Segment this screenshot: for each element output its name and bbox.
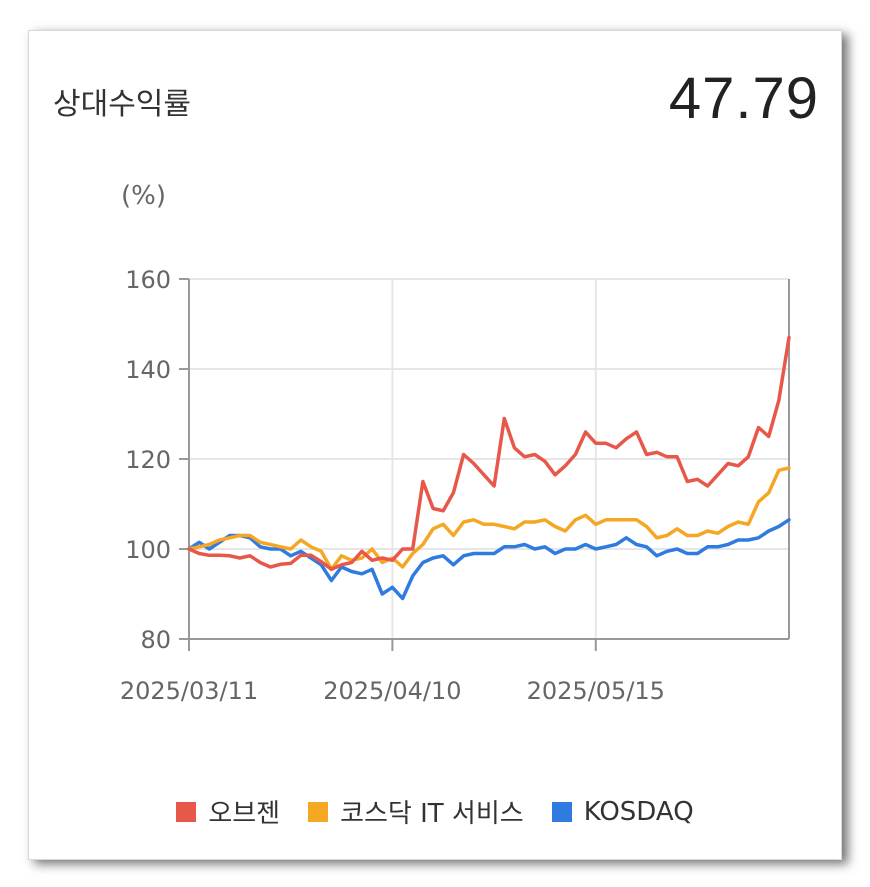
legend-item-2[interactable]: KOSDAQ bbox=[551, 796, 694, 827]
legend-label: KOSDAQ bbox=[583, 796, 694, 827]
legend-swatch bbox=[176, 801, 197, 822]
series-line-1 bbox=[187, 466, 791, 572]
x-tick-label: 2025/03/11 bbox=[120, 677, 258, 705]
chart-title: 상대수익률 bbox=[53, 87, 191, 122]
y-tick-label: 160 bbox=[125, 266, 171, 294]
legend-swatch bbox=[308, 801, 329, 822]
return-value: 47.79 bbox=[668, 66, 819, 131]
x-tick-label: 2025/04/10 bbox=[323, 677, 461, 705]
chart-card: 상대수익률 47.79 (%) 80 100 120 140 160 2025/03/11… bbox=[28, 30, 842, 860]
series-line-0 bbox=[187, 335, 791, 572]
legend-label: 오브젠 bbox=[208, 799, 281, 829]
line-chart: 80 100 120 140 160 2025/03/11 2025/04/10 2025/0… bbox=[120, 266, 791, 705]
legend-item-0[interactable]: 오브젠 bbox=[176, 793, 280, 830]
legend-item-1[interactable]: 코스닥 IT 서비스 bbox=[308, 793, 524, 830]
legend-swatch bbox=[551, 801, 572, 822]
series-line-2 bbox=[187, 518, 791, 601]
y-tick-label: 80 bbox=[140, 626, 171, 654]
y-tick-label: 140 bbox=[125, 356, 171, 384]
y-tick-label: 120 bbox=[125, 446, 171, 474]
y-axis-unit: (%) bbox=[121, 181, 166, 211]
legend: 오브젠 코스닥 IT 서비스 KOSDAQ bbox=[29, 793, 841, 830]
x-tick-label: 2025/05/15 bbox=[527, 677, 665, 705]
legend-label: 코스닥 IT 서비스 bbox=[340, 799, 524, 829]
y-tick-label: 100 bbox=[125, 536, 171, 564]
